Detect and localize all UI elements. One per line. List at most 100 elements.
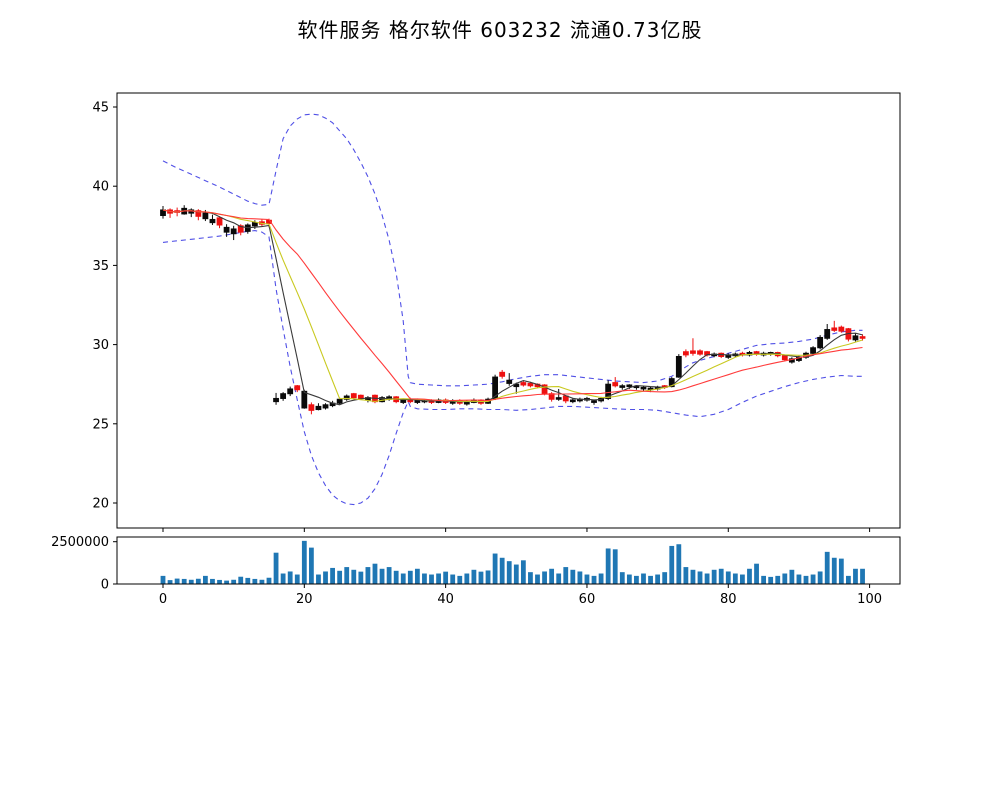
candle-body	[513, 383, 520, 388]
volume-bar	[598, 573, 604, 584]
volume-bar	[224, 580, 229, 584]
volume-bar	[280, 573, 286, 584]
candle-body	[407, 399, 414, 403]
candle-body	[273, 397, 279, 403]
volume-y-tick-label: 2500000	[51, 535, 109, 550]
volume-bar	[181, 578, 187, 584]
candlestick-series	[160, 205, 866, 415]
volume-bar	[160, 575, 166, 584]
candle-body	[569, 399, 576, 403]
volume-bar	[287, 571, 293, 584]
volume-bar	[824, 551, 830, 584]
volume-bar	[810, 574, 816, 584]
volume-bar	[450, 574, 456, 584]
volume-bar	[273, 552, 279, 584]
ma-line-ma20	[162, 209, 863, 402]
volume-bar	[605, 548, 611, 584]
candle-body	[520, 382, 527, 386]
volume-bar	[584, 574, 590, 584]
volume-bar	[782, 573, 788, 584]
candle-body	[817, 336, 824, 349]
candle-body	[251, 222, 258, 227]
volume-bar	[535, 574, 540, 584]
volume-bar	[308, 547, 314, 584]
x-tick-label: 80	[720, 592, 737, 607]
candle-body	[612, 382, 619, 387]
volume-bar	[195, 578, 201, 584]
bollinger-lower	[162, 230, 863, 506]
volume-bar	[796, 574, 802, 584]
volume-bar	[238, 576, 244, 584]
volume-bar	[436, 573, 441, 584]
candle-body	[831, 327, 838, 331]
volume-bar	[202, 575, 208, 584]
x-tick-label: 40	[437, 592, 454, 607]
moving-average-lines	[162, 209, 863, 406]
volume-bar	[358, 571, 364, 584]
y-tick-label: 20	[92, 497, 109, 512]
volume-bar	[301, 540, 307, 584]
volume-bar	[704, 573, 710, 584]
ma-line-ma5	[162, 209, 863, 406]
volume-bar	[478, 571, 484, 584]
candle-body	[499, 371, 506, 377]
volume-bar	[775, 575, 781, 584]
volume-bar	[725, 571, 731, 584]
volume-bar	[761, 575, 767, 584]
volume-bar	[407, 570, 413, 584]
volume-bar	[860, 568, 865, 584]
volume-bar	[210, 578, 215, 584]
volume-bar	[683, 567, 689, 584]
volume-bar	[626, 574, 632, 584]
candle-body	[343, 395, 350, 400]
candle-body	[301, 390, 308, 409]
volume-bar	[344, 567, 350, 584]
candle-body	[682, 351, 689, 356]
candle-body	[633, 386, 640, 389]
candle-body	[605, 383, 612, 399]
candle-body	[202, 212, 209, 220]
volume-bar	[740, 574, 745, 584]
candle-body	[824, 329, 831, 339]
candle-body	[308, 404, 315, 411]
volume-bar	[803, 575, 809, 584]
volume-bar	[634, 575, 639, 584]
volume-bar	[669, 545, 675, 584]
volume-bar	[655, 574, 661, 584]
candle-body	[209, 218, 216, 224]
volume-bar	[520, 560, 526, 584]
volume-bar	[231, 579, 237, 584]
volume-bar	[690, 569, 696, 584]
candle-body	[350, 393, 357, 399]
bollinger-bands	[162, 113, 863, 506]
volume-bar	[422, 573, 427, 584]
candle-body	[280, 393, 287, 399]
candle-body	[591, 400, 597, 403]
candle-body	[838, 326, 845, 332]
volume-bar	[485, 570, 491, 584]
x-tick-label: 60	[579, 592, 596, 607]
volume-bar	[641, 573, 646, 584]
candle-body	[294, 385, 301, 391]
volume-bar	[612, 549, 618, 584]
volume-bar	[754, 563, 759, 584]
x-tick-label: 0	[159, 592, 167, 607]
volume-axes-frame	[116, 536, 901, 585]
volume-bar	[549, 568, 555, 584]
candle-body	[781, 355, 788, 361]
candle-body	[675, 355, 682, 378]
candle-body	[690, 350, 696, 354]
volume-bar	[697, 571, 703, 584]
volume-bar	[400, 573, 406, 584]
ma-line-ma10	[162, 209, 863, 403]
candle-body	[315, 405, 322, 411]
volume-bar	[266, 577, 272, 584]
volume-bar	[245, 577, 251, 584]
volume-bar	[443, 571, 449, 584]
volume-bar	[768, 576, 774, 584]
volume-bar	[563, 567, 569, 584]
volume-bar	[386, 567, 392, 584]
volume-bar	[711, 569, 717, 584]
candle-body	[852, 335, 859, 341]
volume-bar	[662, 572, 668, 584]
